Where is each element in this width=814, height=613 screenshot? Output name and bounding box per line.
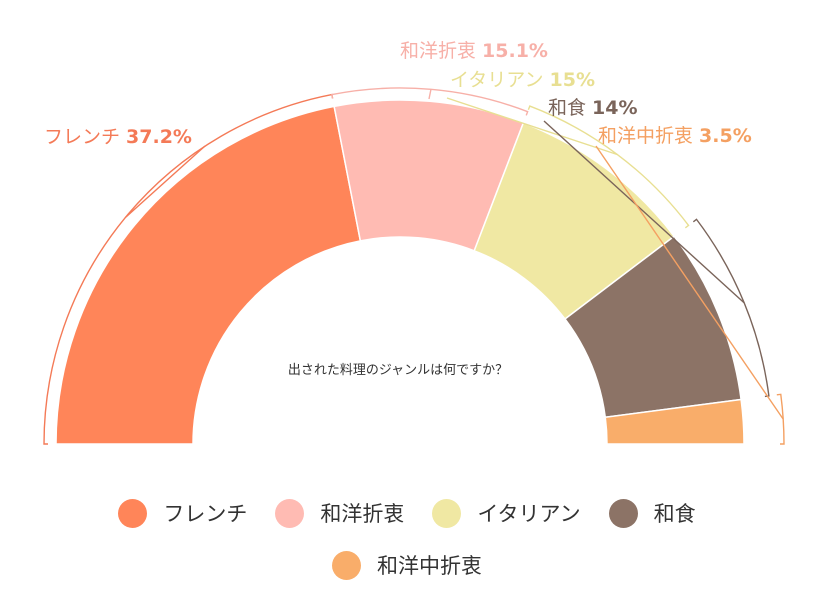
legend: フレンチ 和洋折衷 イタリアン 和食 和洋中折衷 — [0, 498, 814, 580]
callouts-group: フレンチ 37.2% 和洋折衷 15.1% イタリアン 15% 和食 14% 和洋中折衷… — [43, 40, 785, 445]
data-label-fusion: 和洋折衷 15.1% — [400, 40, 548, 62]
data-label-value: 15% — [550, 69, 595, 91]
legend-label: 和洋折衷 — [320, 502, 405, 526]
data-label-french: フレンチ 37.2% — [44, 126, 192, 148]
legend-swatch — [275, 498, 305, 528]
legend-item-fusion-chinese[interactable]: 和洋中折衷 — [332, 550, 482, 580]
legend-label: フレンチ — [163, 502, 248, 526]
data-label-value: 3.5% — [699, 125, 752, 147]
legend-item-french[interactable]: フレンチ — [118, 498, 247, 528]
callout-leader-french — [124, 145, 206, 219]
data-label-category: 和食 — [548, 97, 592, 119]
data-label-category: 和洋折衷 — [400, 40, 482, 62]
data-label-value: 37.2% — [126, 126, 192, 148]
legend-swatch — [432, 498, 462, 528]
callout-leader-fusion — [428, 89, 432, 100]
data-label-category: 和洋中折衷 — [598, 125, 699, 147]
legend-swatch — [332, 550, 361, 580]
data-label-fusion-chinese: 和洋中折衷 3.5% — [598, 125, 752, 147]
legend-label: 和洋中折衷 — [377, 554, 482, 578]
legend-label: 和食 — [653, 502, 696, 526]
legend-swatch — [608, 498, 638, 528]
legend-label: イタリアン — [477, 502, 581, 526]
data-label-italian: イタリアン 15% — [450, 69, 595, 91]
legend-item-italian[interactable]: イタリアン — [432, 498, 581, 528]
callout-leader-italian — [446, 97, 618, 156]
slices-group — [55, 99, 745, 445]
callout-leader-japanese — [543, 120, 745, 304]
legend-item-japanese[interactable]: 和食 — [608, 498, 696, 528]
legend-item-fusion[interactable]: 和洋折衷 — [275, 498, 404, 528]
chart-title: 出された料理のジャンルは何ですか？ — [288, 362, 508, 378]
data-label-category: フレンチ — [44, 126, 126, 148]
slice-fusion-chinese[interactable] — [604, 398, 745, 445]
callout-leader-fusion-chinese — [595, 145, 784, 420]
data-label-category: イタリアン — [450, 69, 550, 91]
data-label-value: 15.1% — [482, 40, 548, 62]
legend-swatch — [118, 498, 148, 528]
data-label-value: 14% — [592, 97, 637, 119]
slice-french[interactable] — [55, 105, 362, 445]
data-label-japanese: 和食 14% — [548, 97, 638, 119]
